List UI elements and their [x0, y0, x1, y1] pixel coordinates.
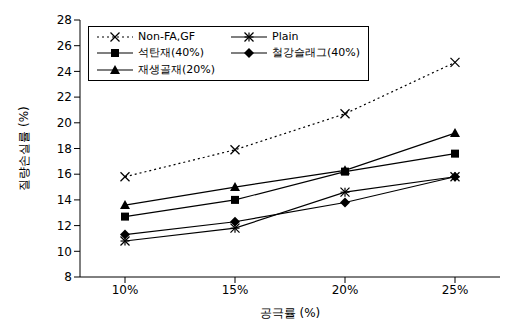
svg-text:18: 18	[57, 142, 72, 156]
svg-text:14: 14	[57, 193, 72, 207]
svg-text:28: 28	[57, 13, 72, 27]
svg-text:공극률 (%): 공극률 (%)	[260, 306, 321, 320]
svg-text:10%: 10%	[112, 283, 139, 297]
svg-text:질량손실률 (%): 질량손실률 (%)	[17, 106, 31, 191]
html-text:재생골재(20%): 재생골재(20%)	[138, 63, 215, 76]
svg-text:25%: 25%	[442, 283, 469, 297]
svg-text:20: 20	[57, 116, 72, 130]
svg-text:20%: 20%	[332, 283, 359, 297]
svg-text:12: 12	[57, 219, 72, 233]
svg-text:22: 22	[57, 90, 72, 104]
svg-text:24: 24	[57, 65, 72, 79]
svg-text:15%: 15%	[222, 283, 249, 297]
html-text:석탄재(40%): 석탄재(40%)	[138, 46, 204, 59]
svg-text:26: 26	[57, 39, 72, 53]
html-text:철강슬래그(40%): 철강슬래그(40%)	[272, 46, 361, 59]
svg-text:16: 16	[57, 167, 72, 181]
svg-text:10: 10	[57, 245, 72, 259]
html-text:Non-FA,GF: Non-FA,GF	[138, 30, 196, 43]
html-text:Plain: Plain	[272, 30, 299, 43]
svg-text:8: 8	[64, 270, 72, 284]
